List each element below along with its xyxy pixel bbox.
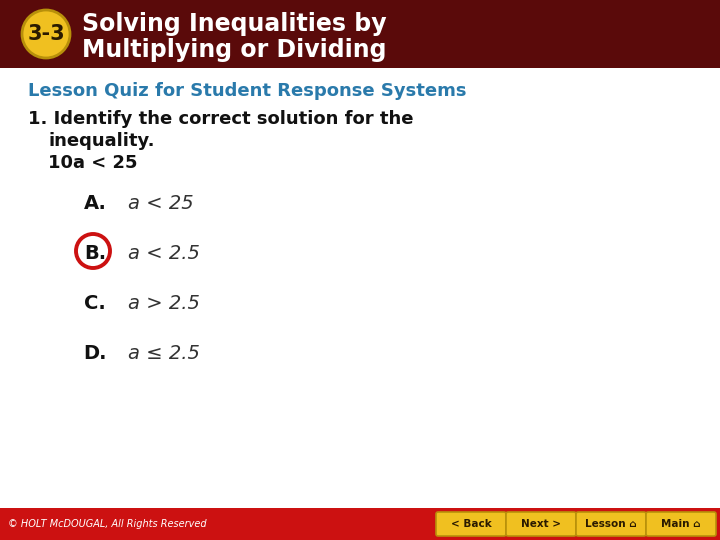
FancyBboxPatch shape	[576, 512, 646, 536]
Text: < Back: < Back	[451, 519, 491, 529]
Text: a > 2.5: a > 2.5	[128, 294, 200, 313]
FancyBboxPatch shape	[646, 512, 716, 536]
Text: a < 2.5: a < 2.5	[128, 244, 200, 263]
Text: Multiplying or Dividing: Multiplying or Dividing	[82, 38, 387, 62]
Text: a ≤ 2.5: a ≤ 2.5	[128, 344, 200, 363]
Text: Next >: Next >	[521, 519, 561, 529]
Text: inequality.: inequality.	[48, 132, 155, 150]
Text: B.: B.	[84, 244, 106, 263]
Text: 10a < 25: 10a < 25	[48, 154, 138, 172]
FancyBboxPatch shape	[436, 512, 506, 536]
Text: D.: D.	[84, 344, 107, 363]
FancyBboxPatch shape	[0, 0, 720, 68]
Text: a < 25: a < 25	[128, 194, 194, 213]
Circle shape	[22, 10, 70, 58]
FancyBboxPatch shape	[0, 508, 720, 540]
Text: 3-3: 3-3	[27, 24, 65, 44]
Text: Lesson Quiz for Student Response Systems: Lesson Quiz for Student Response Systems	[28, 82, 467, 100]
Text: Solving Inequalities by: Solving Inequalities by	[82, 12, 387, 36]
Text: Main ⌂: Main ⌂	[661, 519, 701, 529]
Text: C.: C.	[84, 294, 106, 313]
Text: 1. Identify the correct solution for the: 1. Identify the correct solution for the	[28, 110, 413, 128]
Text: Lesson ⌂: Lesson ⌂	[585, 519, 636, 529]
FancyBboxPatch shape	[506, 512, 576, 536]
Text: A.: A.	[84, 194, 107, 213]
Text: © HOLT McDOUGAL, All Rights Reserved: © HOLT McDOUGAL, All Rights Reserved	[8, 519, 207, 529]
